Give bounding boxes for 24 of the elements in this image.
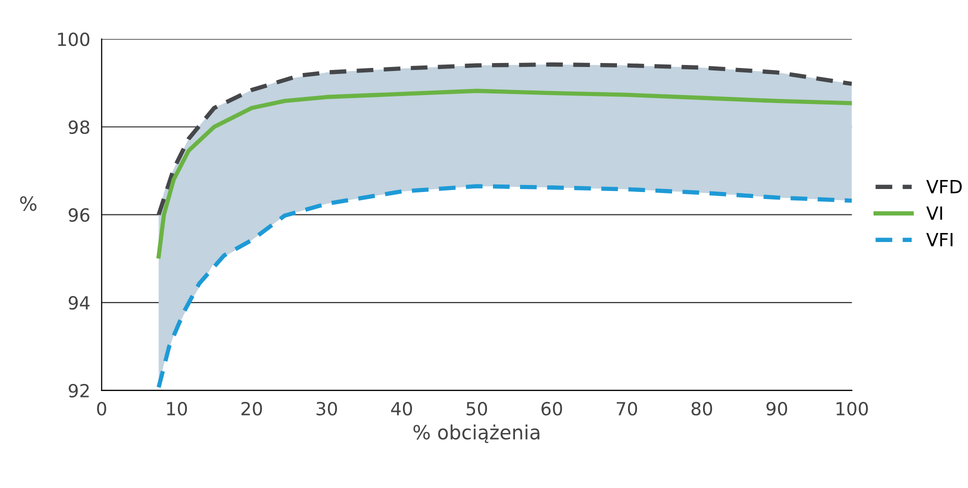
y-tick-label: 100	[58, 32, 90, 46]
line-series	[156, 62, 852, 217]
legend-label: VFI	[926, 233, 952, 246]
x-axis-title: % obciążenia	[413, 424, 540, 444]
legend-label: VI	[926, 206, 942, 220]
line-series	[156, 88, 852, 259]
y-tick-label: 94	[68, 296, 90, 310]
y-tick-label: 98	[68, 120, 90, 134]
x-tick-label: 100	[836, 402, 868, 416]
x-tick-label: 60	[542, 402, 562, 416]
x-tick-label: 20	[242, 402, 262, 416]
line-series	[156, 184, 852, 390]
x-tick-label: 10	[167, 402, 187, 416]
legend-label: VFD	[926, 180, 962, 194]
x-tick-label: 90	[766, 402, 788, 416]
x-tick-label: 70	[616, 402, 638, 416]
y-axis-title: %	[20, 196, 36, 211]
x-tick-label: 80	[692, 402, 712, 416]
x-tick-label: 0	[97, 402, 106, 416]
x-tick-label: 30	[316, 402, 337, 416]
y-tick-label: 92	[68, 384, 89, 398]
x-tick-label: 40	[391, 402, 412, 416]
y-tick-label: 96	[68, 208, 90, 222]
x-tick-label: 50	[466, 402, 488, 416]
